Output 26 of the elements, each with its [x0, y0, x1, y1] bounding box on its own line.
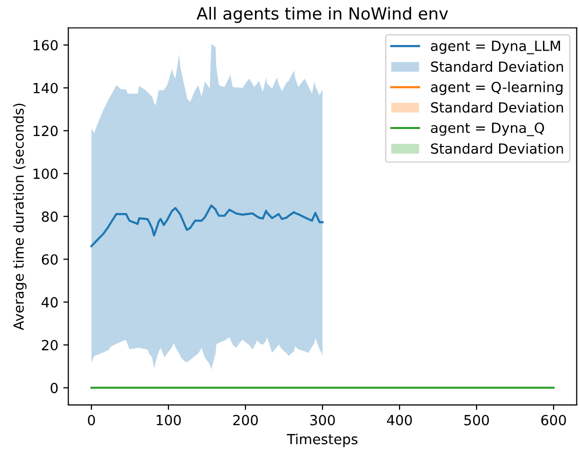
chart-title: All agents time in NoWind env	[196, 6, 448, 24]
y-tick-label: 20	[42, 340, 58, 350]
x-tick-label: 600	[541, 414, 566, 426]
legend-label: Standard Deviation	[431, 102, 564, 113]
legend-label: agent = Q-learning	[430, 82, 562, 95]
line-series	[90, 204, 324, 248]
legend-label: agent = Dyna_LLM	[430, 40, 560, 54]
x-tick-label: 200	[233, 414, 258, 426]
y-tick-label: 80	[42, 211, 58, 222]
legend-label: agent = Dyna_Q	[430, 122, 544, 136]
x-tick-label: 500	[464, 414, 489, 426]
legend-label: Standard Deviation	[431, 61, 564, 72]
y-tick-label: 40	[42, 297, 58, 308]
x-tick-label: 100	[156, 414, 181, 426]
y-tick-label: 120	[34, 126, 58, 136]
y-tick-label: 60	[42, 254, 58, 265]
y-tick-label: 160	[34, 40, 58, 50]
y-tick-label: 140	[34, 82, 58, 94]
x-axis-title: Timesteps	[286, 434, 358, 448]
y-tick-label: 0	[50, 382, 58, 394]
y-axis-title: Average time duration (seconds)	[13, 104, 27, 330]
legend-label: Standard Deviation	[431, 143, 564, 154]
x-tick-label: 300	[310, 414, 335, 426]
y-tick-label: 100	[34, 168, 58, 180]
x-tick-label: 0	[88, 414, 95, 426]
x-tick-label: 400	[386, 414, 412, 426]
